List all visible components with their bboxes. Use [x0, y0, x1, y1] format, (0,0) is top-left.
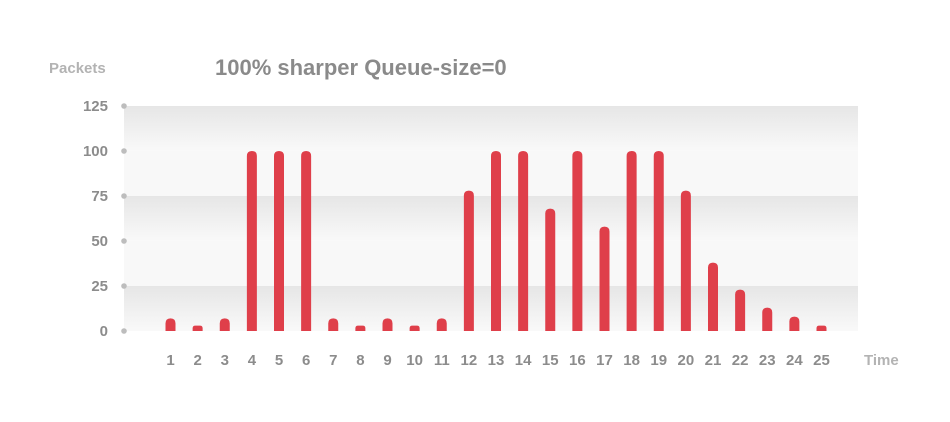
x-axis-title: Time	[864, 352, 899, 369]
y-tick-label: 125	[83, 98, 108, 115]
bar-20	[680, 190, 691, 331]
bar-18	[626, 151, 637, 331]
y-tick-dot	[121, 193, 127, 199]
x-axis: 1 2 3 4 5 6 7 8 9 10 11 12 13 14 15 16 17 18 19 20 21 22 23 24 2…	[166, 352, 830, 369]
y-tick-dot	[121, 148, 127, 154]
x-tick-label: 19	[650, 352, 667, 369]
x-tick-label: 17	[596, 352, 613, 369]
x-tick-label: 10	[406, 352, 423, 369]
x-tick-label: 24	[786, 352, 803, 369]
bar-17	[599, 226, 610, 331]
bar-9	[382, 318, 393, 331]
grid-band	[124, 106, 858, 151]
bar-3	[219, 318, 230, 331]
y-tick-dot	[121, 283, 127, 289]
x-tick-label: 11	[434, 352, 450, 369]
x-tick-label: 18	[623, 352, 640, 369]
y-tick-label: 75	[91, 188, 108, 205]
bar-21	[708, 262, 718, 331]
x-tick-label: 20	[678, 352, 695, 369]
x-tick-label: 14	[515, 352, 532, 369]
y-tick-label: 0	[100, 323, 108, 340]
bar-4	[246, 151, 257, 331]
y-tick-label: 50	[91, 233, 108, 250]
bar-22	[735, 289, 746, 331]
bar-5	[274, 151, 284, 331]
x-tick-label: 5	[275, 352, 283, 369]
x-tick-label: 21	[705, 352, 722, 369]
chart-title: 100% sharper Queue-size=0	[215, 55, 507, 80]
x-tick-label: 3	[221, 352, 229, 369]
y-axis: 0 25 50 75 100 125	[83, 98, 127, 340]
y-tick-dot	[121, 328, 127, 334]
bar-1	[165, 318, 176, 331]
x-tick-label: 23	[759, 352, 776, 369]
x-tick-label: 12	[461, 352, 478, 369]
bar-2	[192, 325, 203, 331]
x-tick-label: 16	[569, 352, 586, 369]
x-tick-label: 1	[166, 352, 174, 369]
bar-12	[463, 190, 474, 331]
bar-14	[518, 151, 529, 331]
bar-8	[355, 325, 366, 331]
x-tick-label: 15	[542, 352, 559, 369]
y-tick-label: 25	[91, 278, 108, 295]
x-tick-label: 25	[813, 352, 830, 369]
x-tick-label: 9	[383, 352, 391, 369]
bar-10	[409, 325, 420, 331]
bar-16	[572, 151, 583, 331]
x-tick-label: 13	[488, 352, 505, 369]
x-tick-label: 4	[248, 352, 257, 369]
y-tick-dot	[121, 238, 127, 244]
x-tick-label: 7	[329, 352, 337, 369]
bar-23	[762, 307, 773, 331]
bar-15	[545, 208, 556, 331]
bar-24	[789, 316, 800, 331]
bar-6	[301, 151, 312, 331]
x-tick-label: 6	[302, 352, 310, 369]
bar-13	[491, 151, 501, 331]
y-tick-dot	[121, 103, 127, 109]
x-tick-label: 2	[193, 352, 201, 369]
x-tick-label: 8	[356, 352, 364, 369]
bar-11	[436, 318, 447, 331]
bar-19	[653, 151, 664, 331]
y-axis-title: Packets	[49, 60, 106, 77]
x-tick-label: 22	[732, 352, 749, 369]
bar-7	[328, 318, 339, 331]
bar-25	[816, 325, 827, 331]
bar-series	[165, 151, 827, 331]
y-tick-label: 100	[83, 143, 108, 160]
